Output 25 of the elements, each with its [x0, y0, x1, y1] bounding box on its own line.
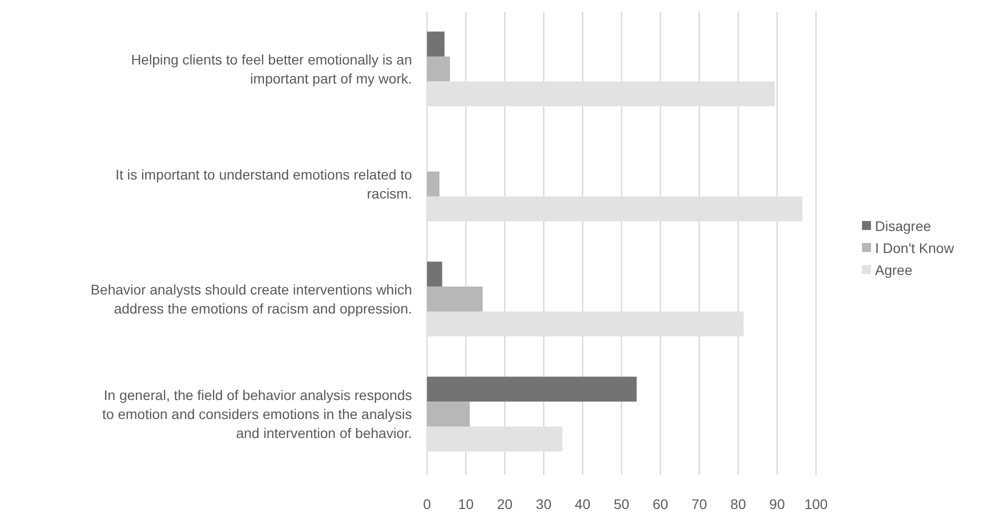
y-tick-label: It is important to understand emotions related to racism. — [116, 166, 412, 202]
bar — [427, 402, 470, 427]
x-tick-label: 0 — [423, 496, 432, 512]
x-tick-label: 80 — [730, 496, 746, 512]
x-tick-label: 10 — [458, 496, 474, 512]
bar — [427, 286, 483, 312]
x-tick-label: 100 — [804, 496, 828, 512]
x-tick-label: 60 — [652, 496, 668, 512]
y-tick-label: Helping clients to feel better emotionally is an important part of my work. — [131, 51, 412, 86]
bar — [427, 32, 445, 56]
bar — [427, 56, 450, 82]
bar — [427, 262, 442, 287]
x-tick-label: 40 — [574, 496, 591, 512]
x-tick-label: 20 — [497, 496, 513, 512]
legend-label: Agree — [875, 262, 913, 278]
y-tick-label: Behavior analysts should create interventions which address the emotions of racism and oppression. — [90, 282, 412, 317]
x-tick-label: 30 — [536, 496, 552, 512]
x-tick-label: 70 — [692, 496, 708, 512]
legend-label: I Don't Know — [875, 240, 955, 256]
x-tick-label: 50 — [614, 496, 630, 512]
legend-label: Disagree — [875, 218, 932, 234]
bar — [427, 172, 440, 196]
y-tick-label: In general, the field of behavior analysis responds to emotion and considers emotions in the analysis and intervention of behavior. — [102, 387, 412, 442]
x-tick-label: 90 — [769, 496, 786, 512]
bar — [427, 376, 637, 402]
